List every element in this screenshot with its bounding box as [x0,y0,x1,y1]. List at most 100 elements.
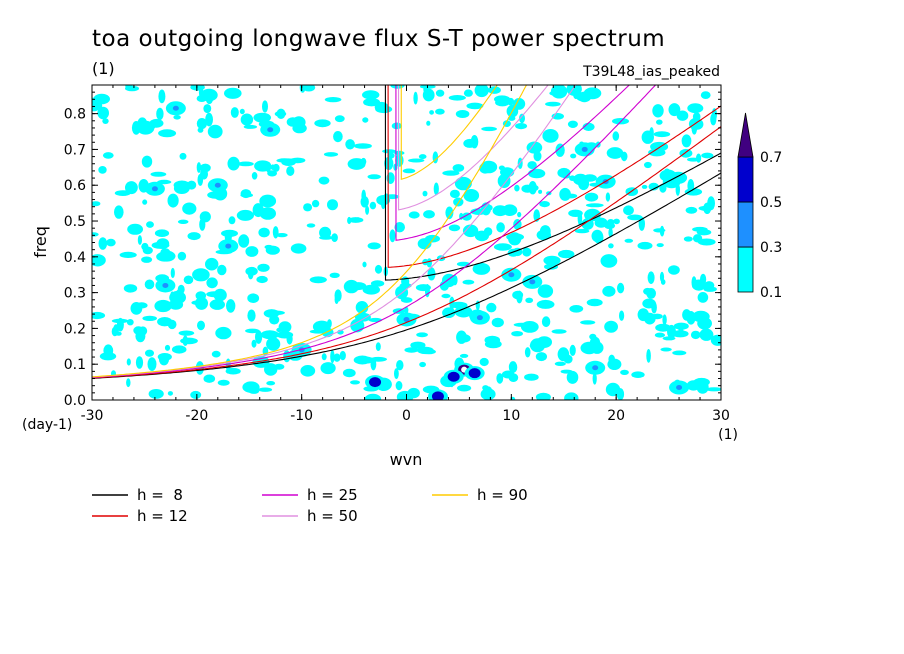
legend-label-h25: h = 25 [307,486,358,504]
heat-cell [273,363,285,370]
heat-cell [137,235,142,245]
blob-14 [592,365,599,371]
heat-cell [142,315,157,321]
heat-cell [106,238,116,247]
heat-cell [552,86,566,99]
blob-19 [151,186,158,192]
heat-cell [200,168,208,180]
heat-cell [604,320,618,333]
heat-cell [257,263,270,272]
heat-cell [380,195,386,210]
curve-h25-ig [395,85,631,241]
heat-cell [396,360,404,371]
heat-cell [448,95,466,101]
heat-cell [157,353,172,361]
heat-cell [368,317,383,323]
heat-cell [300,365,316,377]
legend-label-h8: h = 8 [137,486,183,504]
heat-cell [123,284,138,293]
heat-cell [125,85,139,92]
heat-cell [226,299,236,313]
heat-cell [318,176,330,185]
heat-cell [247,293,260,304]
heat-cell [126,358,131,366]
heat-cell [314,119,331,128]
heat-cell [154,229,170,237]
curve-h90-ig [400,85,498,181]
heat-cell [441,293,451,299]
heat-cell [416,332,428,338]
dispersion-curves [92,85,721,379]
heat-cell [187,232,201,241]
heat-cell [461,212,472,221]
heat-cell [145,349,154,357]
curve-h8-ig [384,85,721,281]
heat-cell [276,158,293,163]
heat-cell [374,101,389,113]
y-tick-label: 0.7 [64,142,86,158]
heat-cell [345,139,355,150]
heat-cell [364,393,382,400]
heat-cell [700,273,707,285]
heat-cell [135,356,144,369]
heat-cell [592,372,597,385]
heat-cell [148,389,164,399]
heat-cell [394,222,406,233]
heat-cell [146,221,154,228]
heat-cell [612,131,620,141]
heat-cell [217,379,230,386]
heat-cell [554,361,566,366]
heat-cell [423,85,428,94]
heat-cell [256,275,268,284]
heat-cell [623,205,634,216]
heat-cell [463,189,480,202]
colorbar-label: 0.5 [760,195,782,211]
heat-cell [558,249,575,259]
heat-cell [259,194,277,208]
heat-cell [263,309,280,318]
heat-cell [647,271,655,285]
heat-cell [641,184,648,189]
heat-cell [608,243,614,249]
heat-cell [228,216,236,225]
heat-cell [496,222,505,233]
heat-cell [404,347,419,353]
blob-10 [162,282,169,288]
blob-6 [172,105,179,111]
heat-cell [142,199,148,205]
heat-cell [585,203,604,208]
heat-cell [217,264,227,276]
heat-cell [433,182,439,196]
heat-cell [514,184,520,192]
heat-cell [253,112,271,123]
heat-cell [668,265,680,275]
heat-cell [442,307,456,319]
heat-cell [135,330,146,343]
heat-cell [678,325,684,337]
heat-cell [574,228,590,234]
legend-label-h50: h = 50 [307,507,358,525]
heat-cell [606,147,624,159]
heat-cell [528,168,546,179]
colorbar-segment-2 [737,156,754,203]
heat-cell [466,102,484,110]
heat-cell [276,327,283,333]
heat-cell [569,305,584,313]
heat-cell [520,321,539,333]
heat-cell [203,374,216,383]
heat-cell [608,354,615,364]
heat-cell [177,219,189,224]
heat-cell [487,86,501,94]
heat-cell [604,222,616,229]
heat-cell [662,314,667,326]
heat-cell [448,224,461,232]
y-tick-label: 0.4 [64,250,86,266]
heat-cell [620,369,629,375]
heat-cell [211,350,221,358]
heat-cell [697,292,709,303]
y-tick-label: 0.3 [64,286,86,302]
heat-cell [215,326,232,340]
heat-cell [549,91,559,96]
heat-cell [407,387,420,399]
heat-cell [502,204,518,216]
